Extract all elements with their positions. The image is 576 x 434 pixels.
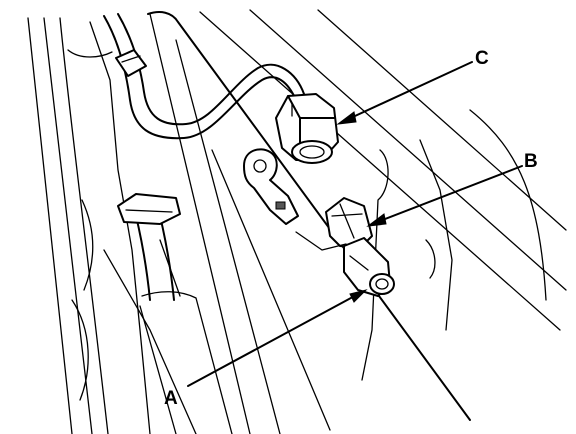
vehicle-body-panel	[27, 9, 567, 434]
callout-label-c: C	[475, 48, 489, 69]
wire-harness	[103, 13, 305, 140]
callout-label-a: A	[164, 388, 178, 409]
connector-a	[343, 237, 395, 297]
connector-c	[275, 93, 339, 164]
pipe	[117, 193, 181, 301]
callout-label-b: B	[524, 151, 538, 172]
ground-terminal	[243, 148, 299, 225]
leader-lines	[187, 61, 523, 387]
connector-b	[295, 197, 373, 251]
